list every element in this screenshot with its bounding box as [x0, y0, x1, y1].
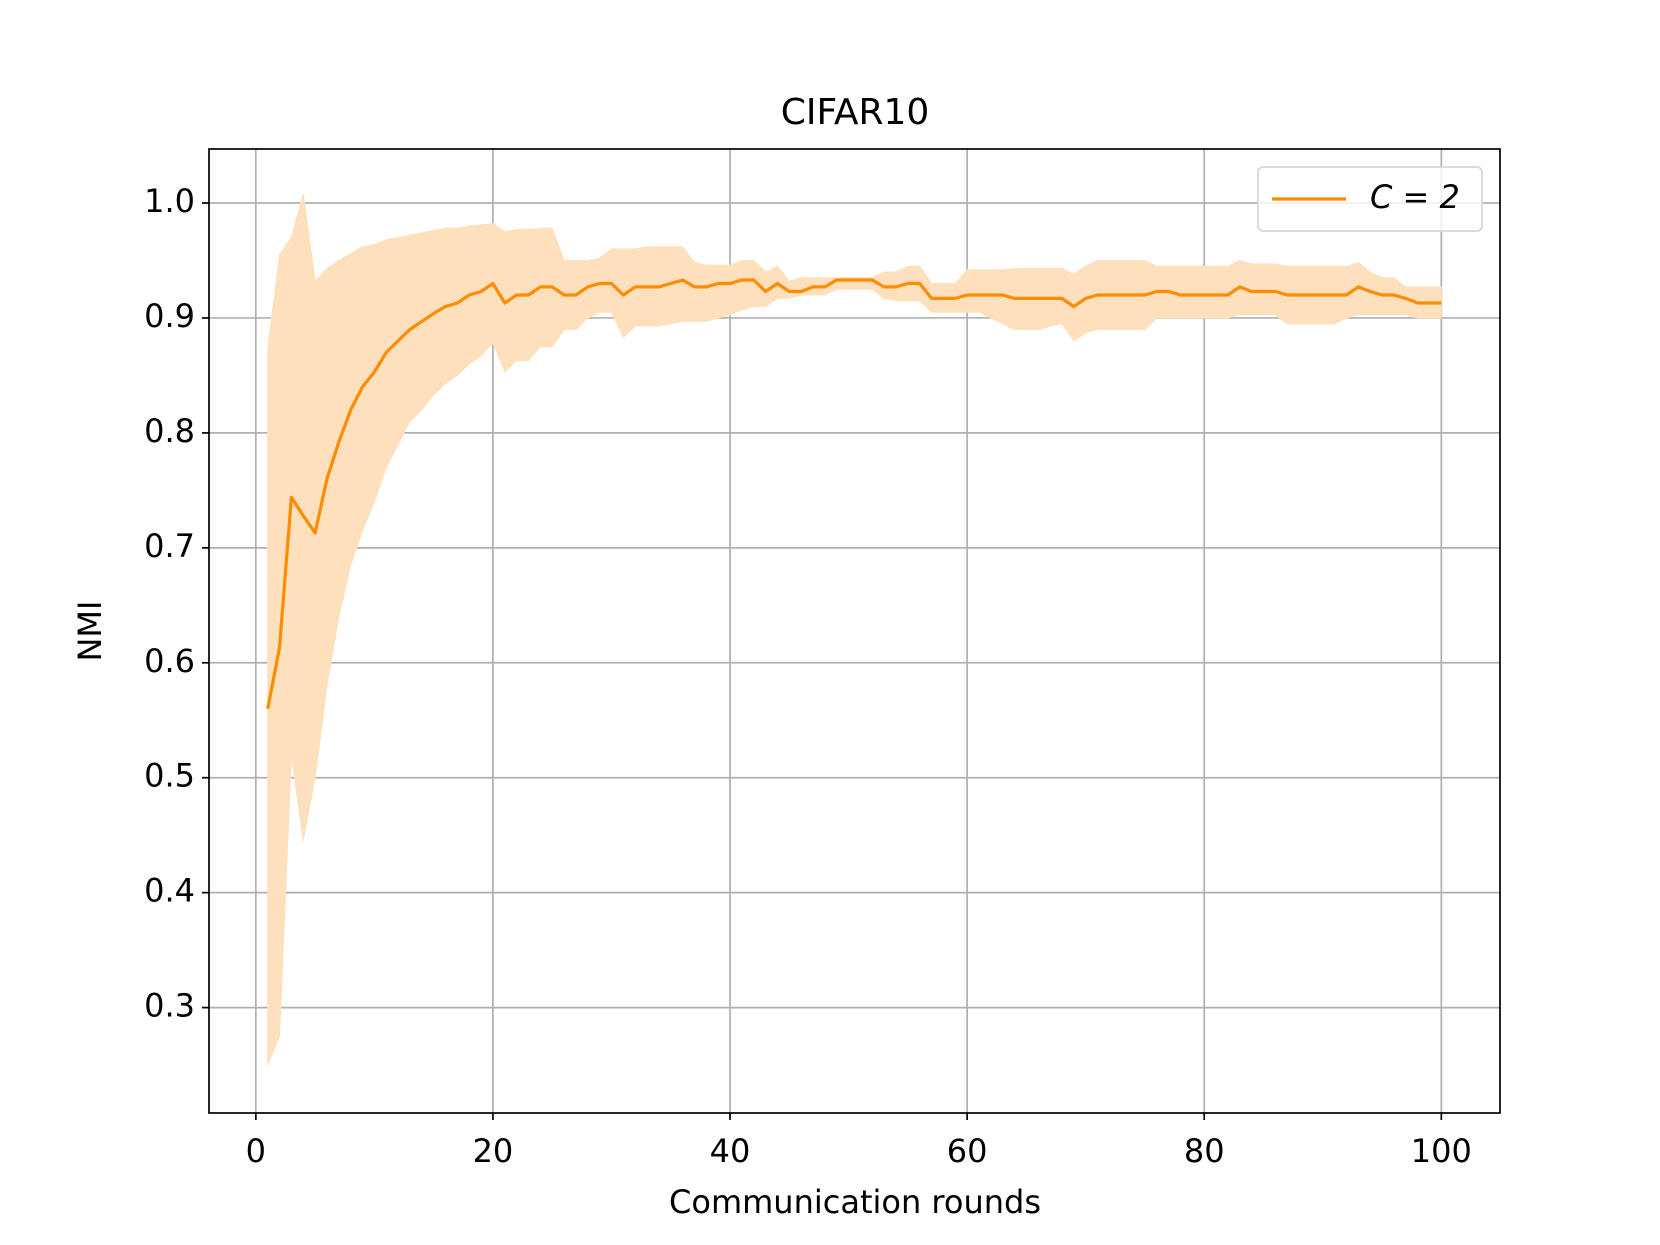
x-tick-label: 0: [246, 1132, 266, 1170]
y-tick-label: 0.9: [144, 297, 195, 335]
x-axis-label: Communication rounds: [669, 1183, 1041, 1221]
confidence-band: [267, 193, 1442, 1066]
x-tick-label: 80: [1184, 1132, 1225, 1170]
x-tick-label: 40: [710, 1132, 751, 1170]
chart-title: CIFAR10: [781, 92, 930, 133]
legend-box: [1257, 166, 1483, 232]
y-tick-label: 0.5: [144, 757, 195, 795]
y-tick-label: 0.4: [144, 872, 195, 910]
y-tick-label: 0.7: [144, 527, 195, 565]
x-tick-label: 100: [1411, 1132, 1472, 1170]
legend-label: C = 2: [1370, 178, 1460, 216]
y-tick-label: 1.0: [144, 182, 195, 220]
y-tick-label: 0.3: [144, 987, 195, 1025]
line: [266, 278, 1442, 710]
y-tick-label: 0.6: [144, 642, 195, 680]
x-tick-label: 60: [947, 1132, 988, 1170]
x-tick-label: 20: [473, 1132, 514, 1170]
y-tick-label: 0.8: [144, 412, 195, 450]
plot-frame: [208, 148, 1501, 1114]
y-axis-label: NMI: [71, 601, 109, 662]
